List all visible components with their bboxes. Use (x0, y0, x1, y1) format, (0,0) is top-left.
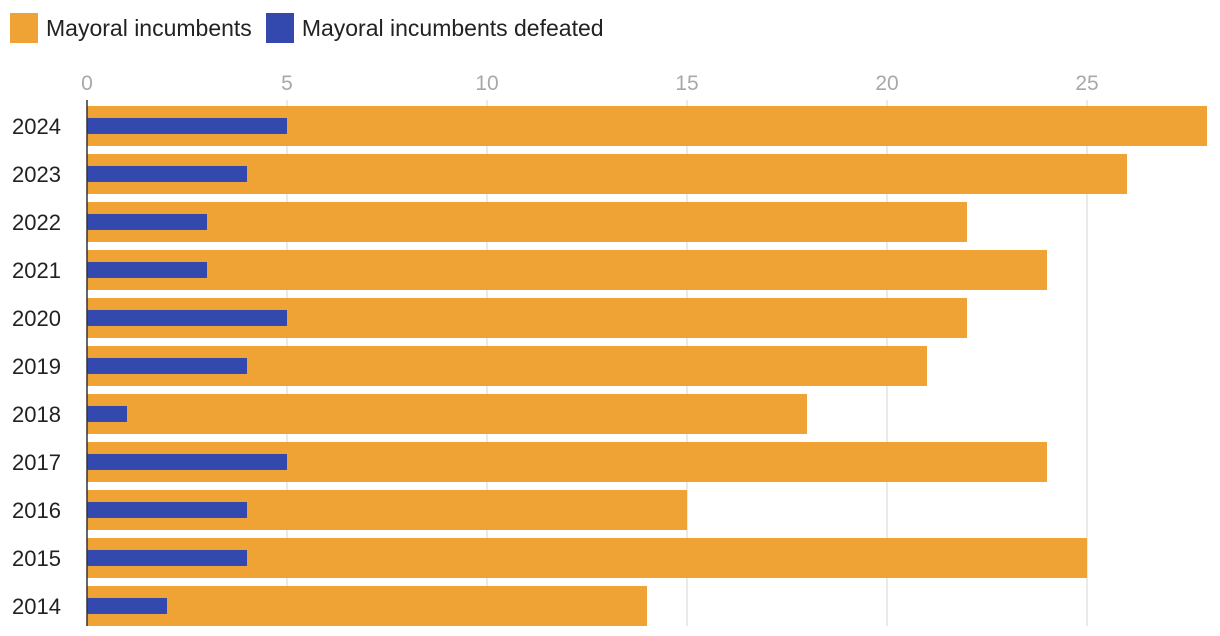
legend-swatch-incumbents (10, 13, 38, 43)
legend-swatch-defeated (265, 13, 294, 43)
bar-incumbents (87, 394, 807, 434)
y-category-label: 2017 (12, 450, 61, 475)
y-category-label: 2023 (12, 162, 61, 187)
bar-defeated (87, 406, 127, 422)
bar-defeated (87, 262, 207, 278)
y-category-label: 2022 (12, 210, 61, 235)
legend-item-incumbents: Mayoral incumbents (10, 13, 252, 43)
y-category-label: 2014 (12, 594, 61, 619)
x-tick-label: 10 (475, 72, 498, 95)
bar-incumbents (87, 586, 647, 626)
x-axis-ticks: 0 5 10 15 20 25 (81, 72, 1099, 95)
y-category-label: 2024 (12, 114, 61, 139)
bar-defeated (87, 310, 287, 326)
y-category-label: 2019 (12, 354, 61, 379)
y-category-label: 2018 (12, 402, 61, 427)
bar-incumbents (87, 250, 1047, 290)
x-tick-label: 15 (675, 72, 698, 95)
y-axis-labels: 2024 2023 2022 2021 2020 2019 2018 2017 2016 2015… (12, 114, 61, 619)
bar-defeated (87, 502, 247, 518)
x-tick-label: 5 (281, 72, 293, 95)
x-tick-label: 0 (81, 72, 93, 95)
bars (87, 106, 1207, 626)
bar-incumbents (87, 538, 1087, 578)
y-category-label: 2015 (12, 546, 61, 571)
bar-defeated (87, 454, 287, 470)
x-tick-label: 25 (1075, 72, 1098, 95)
bar-defeated (87, 550, 247, 566)
bar-defeated (87, 358, 247, 374)
bar-defeated (87, 166, 247, 182)
bar-incumbents (87, 202, 967, 242)
y-category-label: 2021 (12, 258, 61, 283)
bar-defeated (87, 118, 287, 134)
bar-incumbents (87, 154, 1127, 194)
x-tick-label: 20 (875, 72, 898, 95)
legend-item-defeated: Mayoral incumbents defeated (265, 13, 604, 43)
y-category-label: 2020 (12, 306, 61, 331)
bar-defeated (87, 214, 207, 230)
y-category-label: 2016 (12, 498, 61, 523)
bar-defeated (87, 598, 167, 614)
legend-label-incumbents: Mayoral incumbents (46, 14, 252, 41)
chart-legend: Mayoral incumbents Mayoral incumbents de… (10, 12, 618, 44)
legend-label-defeated: Mayoral incumbents defeated (301, 14, 604, 41)
